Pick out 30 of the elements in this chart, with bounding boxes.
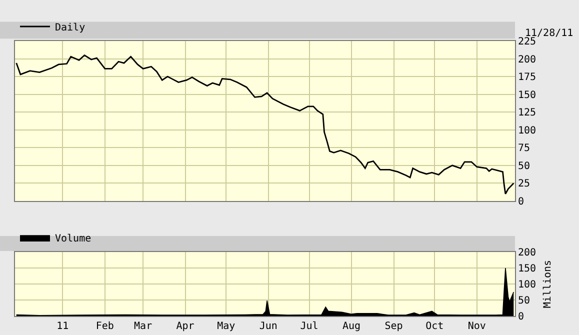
legend-label: Daily (55, 22, 86, 34)
x-tick-label: Apr (176, 321, 194, 332)
line-series (16, 54, 514, 195)
y-tick-label: 0 (518, 312, 524, 322)
y-tick-label: 150 (518, 90, 536, 101)
y-tick-label: 100 (518, 125, 536, 136)
y-tick-label: 0 (518, 196, 524, 208)
y-tick-label: 225 (518, 36, 536, 48)
y-tick-label: 50 (518, 296, 530, 306)
x-tick-label: Nov (468, 321, 486, 332)
x-tick-label: 11 (56, 321, 69, 332)
y-tick-label: 175 (518, 72, 536, 84)
x-tick-label: May (217, 321, 236, 332)
y-tick-label: 100 (518, 280, 536, 290)
y-tick-label: 75 (518, 143, 530, 154)
x-tick-label: Sep (384, 321, 403, 332)
x-tick-label: Jun (259, 321, 278, 332)
legend-label: Volume (55, 233, 92, 244)
y-tick-label: 125 (518, 108, 536, 119)
y-tick-label: 25 (518, 178, 530, 190)
x-tick-label: Mar (134, 321, 152, 332)
x-tick-label: Aug (342, 321, 361, 332)
x-tick-label: Feb (96, 321, 114, 332)
y-tick-label: 150 (518, 264, 536, 274)
y-tick-label: 200 (518, 54, 536, 66)
x-tick-label: Oct (426, 321, 444, 332)
y-tick-label: 50 (518, 160, 530, 172)
y-axis-title: Millions (542, 260, 554, 308)
x-tick-label: Jul (300, 321, 318, 332)
y-tick-label: 200 (518, 248, 536, 258)
